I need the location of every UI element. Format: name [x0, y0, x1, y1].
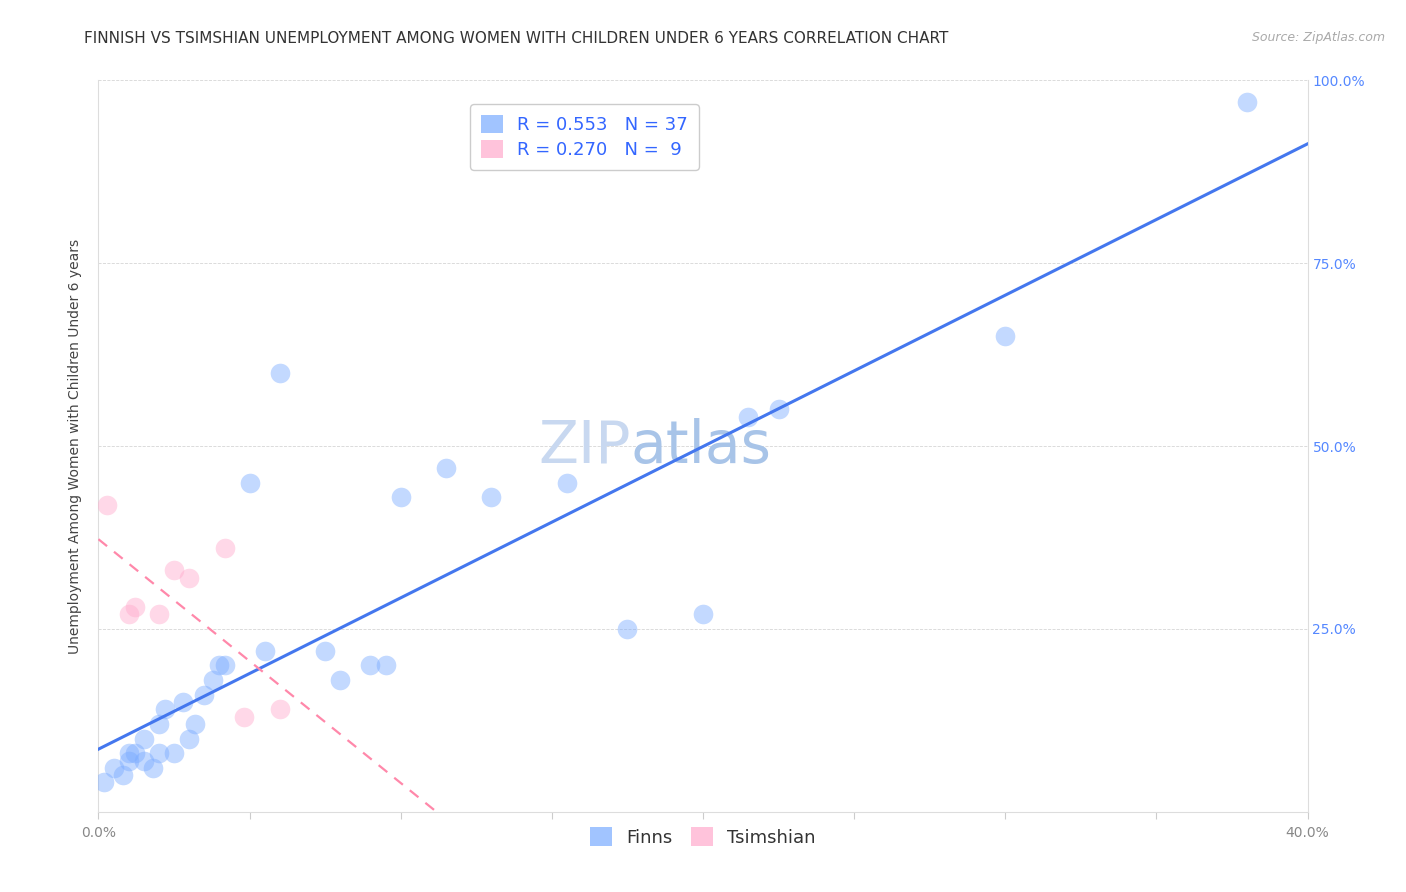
Point — [253, 644, 276, 658]
Text: FINNISH VS TSIMSHIAN UNEMPLOYMENT AMONG WOMEN WITH CHILDREN UNDER 6 YEARS CORREL: FINNISH VS TSIMSHIAN UNEMPLOYMENT AMONG … — [84, 31, 949, 46]
Point — [329, 673, 352, 687]
Point — [148, 717, 170, 731]
Point — [142, 761, 165, 775]
Legend: Finns, Tsimshian: Finns, Tsimshian — [583, 820, 823, 854]
Point — [93, 775, 115, 789]
Point — [616, 622, 638, 636]
Point — [172, 695, 194, 709]
Point — [768, 402, 790, 417]
Text: atlas: atlas — [630, 417, 772, 475]
Point — [179, 571, 201, 585]
Point — [148, 746, 170, 760]
Point — [118, 754, 141, 768]
Point — [124, 746, 146, 760]
Point — [153, 702, 176, 716]
Point — [111, 768, 134, 782]
Point — [994, 329, 1017, 343]
Point — [124, 599, 146, 614]
Point — [202, 673, 225, 687]
Point — [314, 644, 336, 658]
Point — [360, 658, 382, 673]
Point — [269, 366, 291, 380]
Point — [481, 490, 503, 504]
Point — [737, 409, 759, 424]
Point — [434, 461, 457, 475]
Point — [179, 731, 201, 746]
Point — [103, 761, 125, 775]
Point — [96, 498, 118, 512]
Point — [193, 688, 215, 702]
Point — [389, 490, 412, 504]
Point — [208, 658, 231, 673]
Point — [214, 541, 236, 556]
Point — [374, 658, 396, 673]
Point — [232, 709, 254, 723]
Point — [239, 475, 262, 490]
Point — [132, 731, 155, 746]
Point — [163, 563, 186, 577]
Point — [184, 717, 207, 731]
Point — [269, 702, 291, 716]
Text: ZIP: ZIP — [538, 417, 630, 475]
Point — [163, 746, 186, 760]
Point — [214, 658, 236, 673]
Point — [692, 607, 714, 622]
Point — [148, 607, 170, 622]
Point — [118, 607, 141, 622]
Text: Source: ZipAtlas.com: Source: ZipAtlas.com — [1251, 31, 1385, 45]
Point — [132, 754, 155, 768]
Point — [118, 746, 141, 760]
Point — [555, 475, 578, 490]
Y-axis label: Unemployment Among Women with Children Under 6 years: Unemployment Among Women with Children U… — [69, 238, 83, 654]
Point — [1236, 95, 1258, 110]
